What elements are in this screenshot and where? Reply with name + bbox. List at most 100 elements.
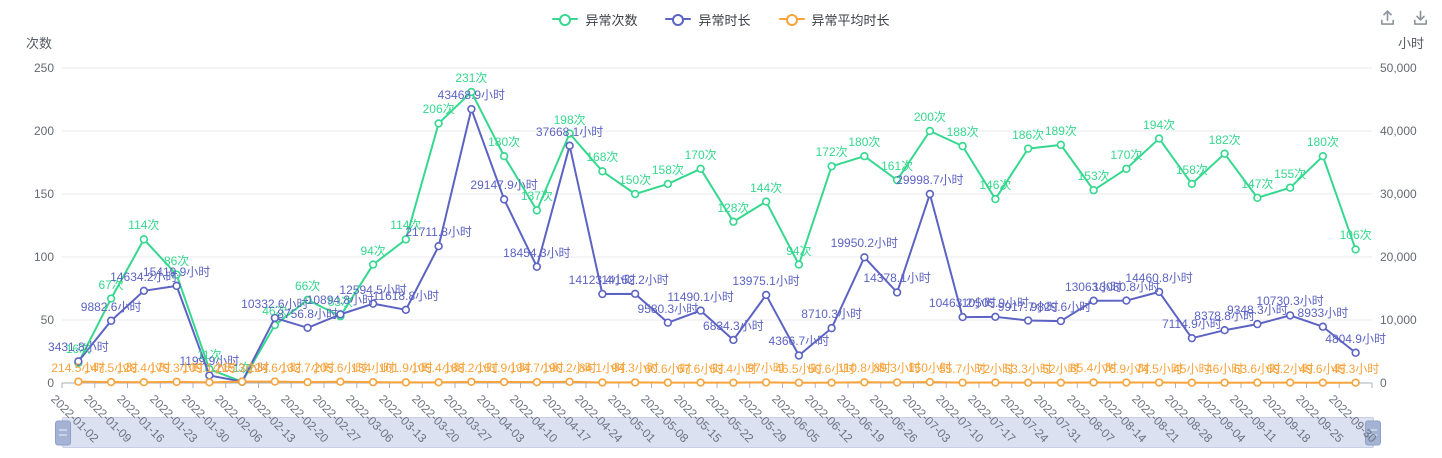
data-point (434, 242, 443, 251)
data-point (892, 175, 902, 185)
data-point (958, 141, 967, 151)
legend-item-1[interactable]: 异常时长 (665, 10, 751, 29)
data-point (696, 378, 705, 387)
legend-item-0[interactable]: 异常次数 (552, 10, 637, 29)
data-point (729, 378, 738, 387)
data-point (1056, 140, 1066, 150)
data-point (598, 378, 607, 387)
data-point (925, 126, 935, 136)
data-point (1220, 326, 1229, 335)
data-point (663, 179, 673, 189)
data-point (1089, 378, 1098, 387)
data-point (532, 377, 542, 387)
data-point (434, 378, 443, 387)
data-point (1056, 378, 1066, 387)
data-zoom-right-handle[interactable] (1365, 420, 1381, 445)
data-point (991, 194, 1000, 204)
data-point (1122, 296, 1131, 305)
data-point (1351, 378, 1360, 387)
data-point (172, 377, 181, 387)
data-point (368, 260, 378, 269)
data-point (794, 260, 804, 269)
data-point (237, 377, 247, 386)
data-zoom-left-handle[interactable] (55, 420, 71, 445)
data-point (892, 288, 902, 297)
data-point (696, 164, 705, 174)
data-point (368, 377, 378, 387)
data-point (761, 290, 771, 300)
data-point (1351, 245, 1360, 254)
data-point (1056, 316, 1066, 326)
data-point (1089, 186, 1098, 195)
data-point (827, 378, 836, 387)
toolbox (1376, 6, 1432, 29)
data-point (630, 189, 640, 199)
data-point (827, 323, 836, 333)
data-point (303, 377, 312, 387)
data-point (1023, 144, 1033, 153)
legend-marker-icon (665, 14, 692, 26)
data-point (696, 306, 705, 315)
data-point (565, 377, 574, 387)
data-point (598, 289, 607, 299)
data-point (467, 377, 476, 387)
data-point (1220, 378, 1229, 387)
right-axis-tick: 40,000 (1380, 124, 1417, 138)
right-axis-tick: 0 (1380, 376, 1387, 390)
data-point (860, 253, 869, 262)
data-zoom-slider[interactable] (55, 417, 1381, 448)
data-point (991, 378, 1000, 387)
data-point (925, 377, 935, 387)
left-axis-tick: 200 (33, 124, 54, 138)
data-point (1023, 316, 1033, 325)
data-point (663, 318, 673, 327)
download-icon[interactable] (1409, 6, 1432, 29)
data-point (336, 310, 345, 319)
right-axis-tick: 20,000 (1380, 250, 1417, 264)
data-point (1187, 333, 1197, 343)
data-point (1154, 134, 1164, 143)
save-as-image-icon[interactable] (1376, 6, 1399, 29)
data-point (892, 378, 902, 387)
data-point (1023, 378, 1033, 387)
data-point (761, 378, 771, 387)
legend-marker-icon (552, 14, 579, 26)
data-point (794, 378, 804, 387)
data-point (1253, 193, 1262, 202)
left-axis-tick: 100 (33, 250, 54, 264)
data-point (336, 377, 345, 386)
data-point (761, 197, 771, 206)
data-point (1351, 348, 1360, 357)
right-axis-tick: 10,000 (1380, 313, 1417, 327)
data-point (958, 378, 967, 387)
data-point (205, 378, 214, 387)
legend-item-2[interactable]: 异常平均时长 (778, 10, 890, 29)
data-point (467, 104, 476, 114)
data-point (827, 162, 836, 171)
left-axis-tick: 150 (33, 187, 54, 201)
data-point (630, 378, 640, 387)
data-point (499, 195, 509, 204)
left-axis-tick: 0 (47, 376, 54, 390)
data-point (139, 377, 149, 387)
data-point (467, 87, 476, 97)
data-point (106, 377, 116, 387)
data-point (1220, 149, 1229, 158)
data-point (303, 295, 312, 305)
data-point (958, 312, 967, 322)
data-point (368, 299, 378, 308)
data-point (139, 235, 149, 244)
data-point (729, 335, 738, 345)
legend-label: 异常平均时长 (811, 12, 890, 28)
data-point (401, 378, 411, 387)
data-point (1253, 319, 1262, 329)
legend-label: 异常次数 (585, 12, 638, 28)
data-point (270, 313, 280, 323)
data-point (270, 377, 280, 386)
data-point (434, 119, 443, 128)
data-point (499, 377, 509, 387)
data-point (532, 206, 542, 215)
left-axis-tick: 250 (33, 61, 54, 75)
